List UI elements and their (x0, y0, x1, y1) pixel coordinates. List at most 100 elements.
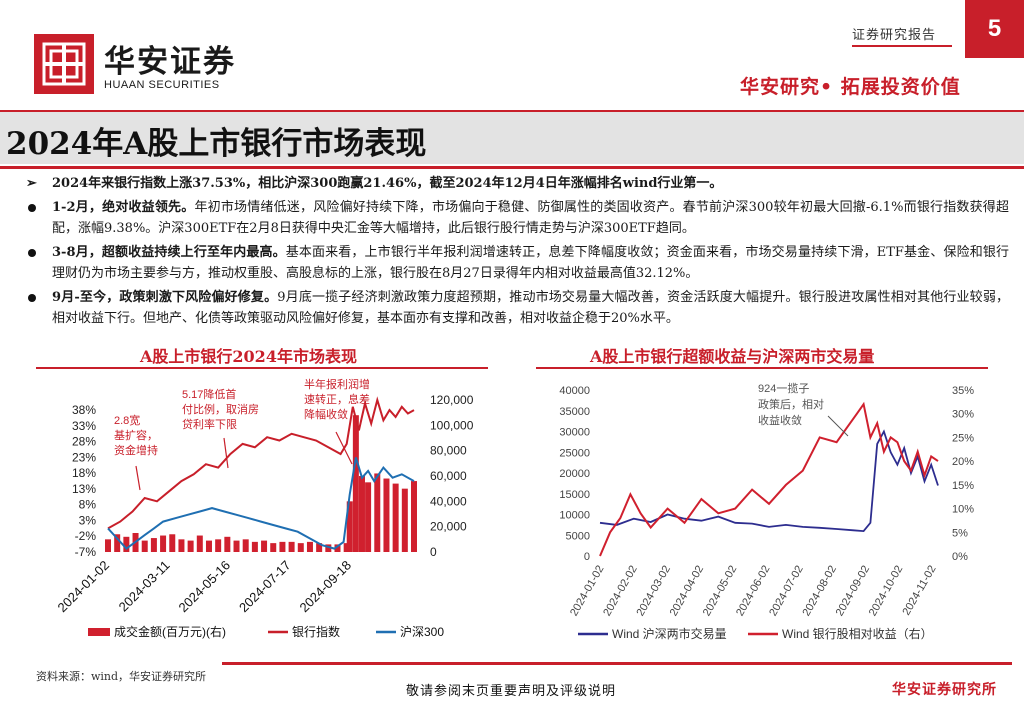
right-y-tick-label: 20,000 (430, 520, 467, 534)
left-y-tick-label: -7% (75, 545, 97, 559)
turnover-bar (334, 544, 341, 552)
right-y-tick-label: 80,000 (430, 444, 467, 458)
left-y-tick-label: 10000 (559, 510, 590, 522)
turnover-bar (261, 540, 268, 552)
x-tick-label: 2024-01-02 (54, 558, 112, 616)
report-type: 证券研究报告 (852, 28, 937, 43)
annotation-arrow (135, 465, 141, 491)
right-y-tick-label: 60,000 (430, 469, 467, 483)
turnover-bar (343, 543, 350, 552)
turnover-bar (270, 543, 277, 552)
footer-brand: 华安证券研究所 (892, 682, 997, 698)
left-y-tick-label: 15000 (559, 489, 590, 501)
csi300-line (107, 457, 415, 550)
turnover-bar (205, 540, 212, 552)
right-y-tick-label: 0% (952, 551, 968, 563)
turnover-bar (352, 415, 359, 552)
left-y-tick-label: 20000 (559, 468, 590, 480)
turnover-bar (233, 540, 240, 552)
annotation-arrow (223, 437, 229, 469)
right-chart-rule (536, 367, 988, 369)
arrow-bullet-icon: ➢ (26, 176, 37, 191)
turnover-bar (251, 541, 258, 552)
right-y-tick-label: 40,000 (430, 494, 467, 508)
right-y-tick-label: 5% (952, 527, 968, 539)
slogan: 华安研究• 拓展投资价值 (740, 76, 961, 98)
left-y-tick-label: -2% (75, 529, 97, 543)
turnover-bar (114, 534, 121, 552)
turnover-bar (150, 538, 157, 552)
bullet-bold: 9月-至今，政策刺激下风险偏好修复。 (52, 290, 278, 305)
header-rule (852, 45, 952, 47)
bullet-bold: 2024年来银行指数上涨37.53%，相比沪深300跑赢21.46%，截至202… (52, 176, 723, 191)
left-y-tick-label: 38% (72, 403, 96, 417)
left-y-tick-label: 25000 (559, 447, 590, 459)
turnover-bar (160, 535, 167, 552)
annotation-text: 半年报利润增 (304, 377, 370, 391)
x-tick-label: 2024-03-02 (634, 564, 673, 619)
turnover-bar (123, 536, 130, 552)
right-y-tick-label: 0 (430, 545, 437, 559)
bullet-bold: 1-2月，绝对收益领先。 (52, 200, 195, 215)
title-underline (0, 166, 1024, 169)
left-y-tick-label: 35000 (559, 406, 590, 418)
turnover-bar (187, 540, 194, 552)
left-y-tick-label: 18% (72, 466, 96, 480)
left-chart: 38% 33% 28%23% 18% 13% 8%3% -2% -7% 120,000 100,… (54, 377, 474, 639)
left-y-tick-label: 8% (79, 498, 97, 512)
dot-bullet-icon (28, 204, 36, 212)
turnover-bar (297, 543, 304, 552)
annotation-text: 付比例，取消房 (182, 402, 259, 416)
x-tick-label: 2024-04-02 (668, 564, 707, 619)
annotation-text: 基扩容， (114, 428, 158, 442)
right-y-tick-label: 25% (952, 432, 974, 444)
bullet-jan-feb: 1-2月，绝对收益领先。年初市场情绪低迷，风险偏好持续下降，市场偏向于稳健、防御… (24, 197, 1009, 239)
turnover-bar (224, 536, 231, 552)
logo-chinese-name: 华安证券 (104, 44, 236, 80)
x-tick-label: 2024-11-02 (900, 564, 938, 618)
annotation-text: 5.17降低首 (182, 387, 236, 401)
annotation-text: 贷利率下限 (182, 417, 237, 431)
footer-rule (222, 662, 1012, 665)
x-tick-label: 2024-10-02 (867, 564, 906, 619)
x-tick-label: 2024-09-02 (834, 564, 873, 619)
bank-relative-return-line (599, 401, 939, 557)
left-y-tick-label: 13% (72, 482, 96, 496)
legend-label: Wind 沪深两市交易量 (612, 626, 727, 641)
turnover-bar (365, 482, 372, 552)
x-tick-label: 2024-05-02 (701, 564, 740, 619)
right-y-tick-label: 35% (952, 385, 974, 397)
annotation-text: 政策后，相对 (758, 397, 824, 411)
right-y-tick-label: 30% (952, 409, 974, 421)
left-y-tick-label: 30000 (559, 427, 590, 439)
x-tick-label: 2024-08-02 (800, 564, 839, 619)
turnover-bar (242, 539, 249, 552)
logo-emblem-icon (42, 42, 86, 86)
annotation-arrow (827, 415, 849, 437)
legend-label: 沪深300 (400, 625, 444, 639)
bullet-list: ➢ 2024年来银行指数上涨37.53%，相比沪深300跑赢21.46%，截至2… (24, 170, 1009, 329)
turnover-bar (325, 544, 332, 552)
right-y-tick-label: 120,000 (430, 393, 474, 407)
dot-bullet-icon (28, 294, 36, 302)
annotation-text: 收益收敛 (758, 413, 802, 427)
disclaimer-link[interactable]: 敬请参阅末页重要声明及评级说明 (406, 684, 617, 699)
turnover-bar (215, 539, 222, 552)
page-title: 2024年A股上市银行市场表现 (6, 126, 427, 162)
turnover-bar (141, 540, 148, 552)
x-tick-label: 2024-01-02 (568, 564, 607, 619)
left-y-tick-label: 0 (584, 551, 590, 563)
annotation-text: 资金增持 (114, 443, 158, 457)
x-tick-label: 2024-02-02 (601, 564, 640, 619)
turnover-bar (306, 541, 313, 552)
turnover-bar (279, 541, 286, 552)
legend-label: Wind 银行股相对收益（右） (782, 626, 933, 641)
left-y-tick-label: 40000 (559, 385, 590, 397)
left-y-tick-label: 33% (72, 419, 96, 433)
left-chart-rule (36, 367, 488, 369)
turnover-bar (316, 543, 323, 552)
page-number: 5 (965, 0, 1024, 58)
turnover-bar (346, 501, 353, 552)
legend-label: 成交金额(百万元)(右) (114, 624, 226, 639)
bullet-bold: 3-8月，超额收益持续上行至年内最高。 (52, 245, 286, 260)
